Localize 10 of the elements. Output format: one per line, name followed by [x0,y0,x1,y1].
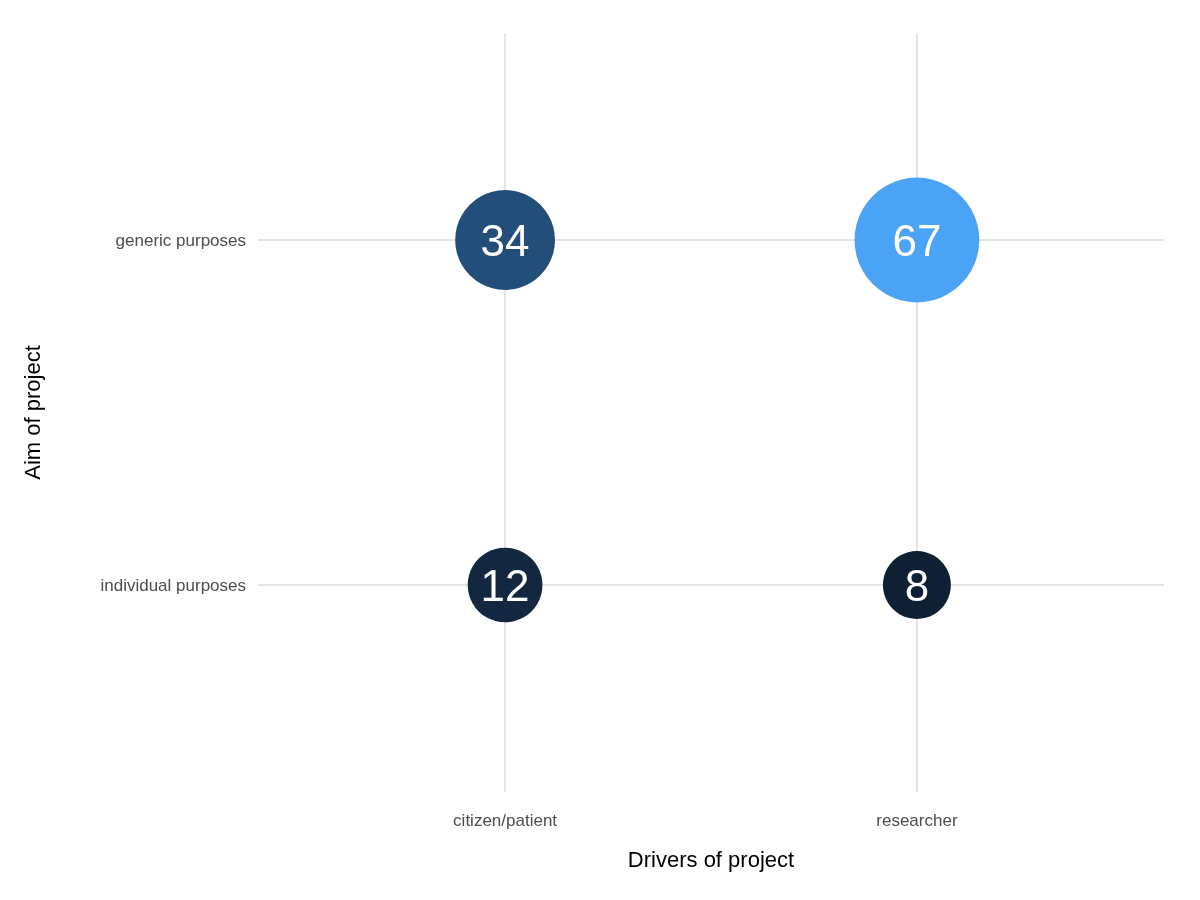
x-axis-title: Drivers of project [627,846,795,872]
data-label: 67 [892,215,942,265]
x-tick-label: researcher [876,811,958,830]
y-tick-label: generic purposes [115,230,246,250]
data-label: 12 [480,560,530,610]
y-tick-label: individual purposes [100,575,246,595]
data-label: 34 [480,215,530,265]
x-tick-label: citizen/patient [453,811,558,830]
y-axis-title: Aim of project [19,345,45,480]
data-label: 8 [904,560,930,610]
